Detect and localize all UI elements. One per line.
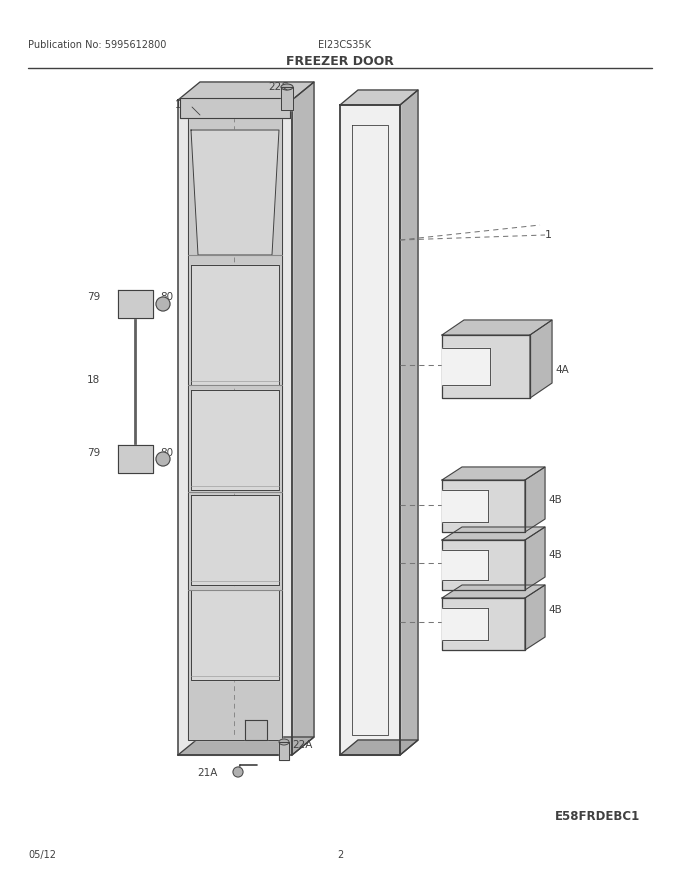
Circle shape xyxy=(233,767,243,777)
Text: 1: 1 xyxy=(545,230,552,240)
Polygon shape xyxy=(281,87,293,110)
Polygon shape xyxy=(340,740,418,755)
Text: FREEZER DOOR: FREEZER DOOR xyxy=(286,55,394,68)
Polygon shape xyxy=(178,737,314,755)
Text: 80: 80 xyxy=(160,448,173,458)
Polygon shape xyxy=(279,742,289,760)
Text: 4B: 4B xyxy=(548,550,562,560)
Polygon shape xyxy=(442,540,525,590)
Polygon shape xyxy=(442,467,545,480)
Text: 21A: 21A xyxy=(198,768,218,778)
Text: 79: 79 xyxy=(87,448,100,458)
Polygon shape xyxy=(400,90,418,755)
Polygon shape xyxy=(180,98,290,118)
Text: Publication No: 5995612800: Publication No: 5995612800 xyxy=(28,40,167,50)
Polygon shape xyxy=(178,100,292,755)
Text: 18: 18 xyxy=(87,375,100,385)
Polygon shape xyxy=(442,608,488,640)
Text: 11: 11 xyxy=(175,100,188,110)
Polygon shape xyxy=(340,90,418,105)
Ellipse shape xyxy=(279,739,289,745)
Ellipse shape xyxy=(281,84,293,90)
Text: 22C: 22C xyxy=(268,82,288,92)
Text: 05/12: 05/12 xyxy=(28,850,56,860)
Text: EI23CS35K: EI23CS35K xyxy=(318,40,371,50)
Polygon shape xyxy=(442,527,545,540)
Polygon shape xyxy=(525,527,545,590)
Text: 13A: 13A xyxy=(216,717,236,727)
Text: 22A: 22A xyxy=(292,740,312,750)
Polygon shape xyxy=(191,265,279,385)
Polygon shape xyxy=(442,480,525,532)
Text: 4A: 4A xyxy=(555,365,568,375)
Polygon shape xyxy=(188,112,282,740)
Polygon shape xyxy=(191,590,279,680)
Text: 79: 79 xyxy=(87,292,100,302)
Text: E58FRDEBC1: E58FRDEBC1 xyxy=(555,810,640,823)
Polygon shape xyxy=(442,320,552,335)
Polygon shape xyxy=(525,585,545,650)
Circle shape xyxy=(156,297,170,311)
Circle shape xyxy=(156,452,170,466)
Polygon shape xyxy=(191,495,279,585)
Polygon shape xyxy=(340,105,400,755)
Polygon shape xyxy=(442,335,530,398)
Polygon shape xyxy=(118,290,153,318)
Polygon shape xyxy=(530,320,552,398)
Text: 80: 80 xyxy=(160,292,173,302)
Polygon shape xyxy=(118,445,153,473)
Polygon shape xyxy=(442,348,490,385)
Polygon shape xyxy=(525,467,545,532)
Text: 2: 2 xyxy=(337,850,343,860)
Polygon shape xyxy=(292,82,314,755)
Polygon shape xyxy=(442,550,488,580)
Polygon shape xyxy=(442,598,525,650)
Polygon shape xyxy=(191,390,279,490)
Polygon shape xyxy=(191,130,279,255)
Polygon shape xyxy=(442,490,488,522)
Polygon shape xyxy=(442,585,545,598)
Text: 4B: 4B xyxy=(548,605,562,615)
Text: 4B: 4B xyxy=(548,495,562,505)
Polygon shape xyxy=(245,720,267,740)
Polygon shape xyxy=(178,82,314,100)
